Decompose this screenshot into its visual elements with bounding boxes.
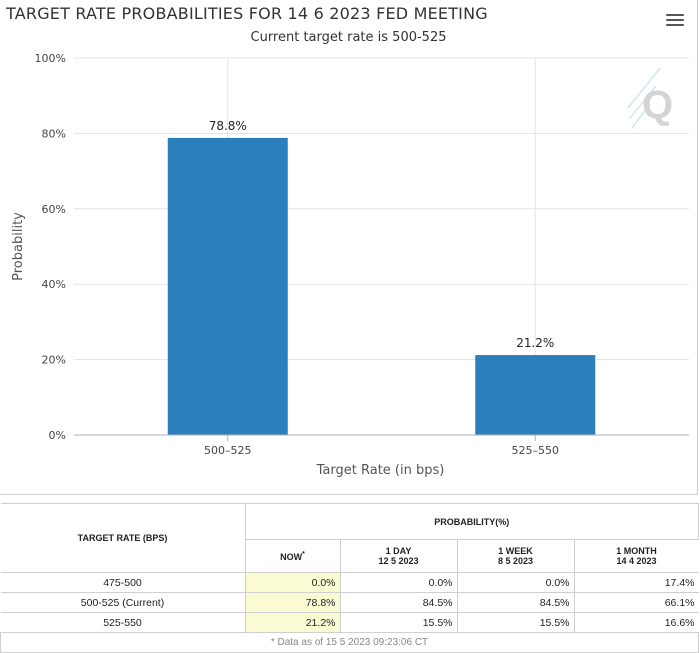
table-row: 500-525 (Current) 78.8% 84.5% 84.5% 66.1… <box>0 592 699 613</box>
y-tick-label: 0% <box>49 429 66 442</box>
header-1week: 1 WEEK 8 5 2023 <box>456 539 575 573</box>
logo-letter: Q <box>642 83 673 127</box>
header-1day: 1 DAY 12 5 2023 <box>339 539 458 573</box>
table-row: 525-550 21.2% 15.5% 15.5% 16.6% <box>0 612 699 633</box>
row-1day: 15.5% <box>339 612 458 633</box>
y-axis-title: Probability <box>11 212 26 281</box>
row-1week: 0.0% <box>456 572 575 593</box>
row-now: 78.8% <box>244 592 341 613</box>
row-rate: 475-500 <box>0 572 246 593</box>
row-now: 21.2% <box>244 612 341 633</box>
x-tick-label: 525–550 <box>512 444 560 457</box>
bar-value-label: 21.2% <box>516 336 554 350</box>
table-footnote: * Data as of 15 5 2023 09:23:06 CT <box>0 632 699 653</box>
row-rate: 525-550 <box>0 612 246 633</box>
chart-panel: TARGET RATE PROBABILITIES FOR 14 6 2023 … <box>0 0 698 495</box>
row-now: 0.0% <box>244 572 341 593</box>
header-1month: 1 MONTH 14 4 2023 <box>573 539 699 573</box>
row-1month: 66.1% <box>573 592 699 613</box>
header-probability: PROBABILITY(%) <box>244 503 699 540</box>
chart-title: TARGET RATE PROBABILITIES FOR 14 6 2023 … <box>6 4 488 23</box>
x-axis-title: Target Rate (in bps) <box>316 463 445 478</box>
table-row: 475-500 0.0% 0.0% 0.0% 17.4% <box>0 572 699 593</box>
y-tick-label: 20% <box>42 354 66 367</box>
row-1day: 0.0% <box>339 572 458 593</box>
y-tick-label: 60% <box>42 203 66 216</box>
quikstrike-logo-icon: Q <box>627 67 673 129</box>
hamburger-menu-icon[interactable] <box>666 14 684 28</box>
row-1day: 84.5% <box>339 592 458 613</box>
chart-subtitle: Current target rate is 500-525 <box>250 30 447 45</box>
header-target-rate: TARGET RATE (BPS) <box>0 503 246 573</box>
header-now: NOW* <box>244 539 341 573</box>
row-1month: 16.6% <box>573 612 699 633</box>
bar <box>167 137 288 435</box>
row-rate: 500-525 (Current) <box>0 592 246 613</box>
row-1week: 84.5% <box>456 592 575 613</box>
chart-gridlines <box>74 57 689 436</box>
y-tick-label: 40% <box>42 278 66 291</box>
bar <box>475 355 596 435</box>
bar-value-label: 78.8% <box>209 119 247 133</box>
y-tick-label: 80% <box>42 127 66 140</box>
probability-table: TARGET RATE (BPS) PROBABILITY(%) NOW* 1 … <box>0 503 699 653</box>
bar-chart: Q 78.8% 21.2% 0% 20% 40% 60% 80% 100% 500–525 52… <box>11 52 689 478</box>
y-tick-label: 100% <box>35 52 66 65</box>
row-1week: 15.5% <box>456 612 575 633</box>
x-tick-label: 500–525 <box>204 444 252 457</box>
row-1month: 17.4% <box>573 572 699 593</box>
